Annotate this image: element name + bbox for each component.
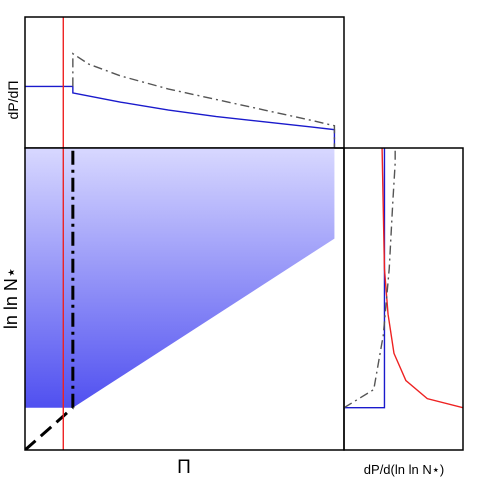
right-xlabel: dP/d(ln ln N⋆)	[364, 462, 444, 477]
right-panel-frame	[343, 147, 464, 451]
right-panel: dP/d(ln ln N⋆)	[343, 147, 464, 477]
top-gray-dash-dot-curve	[72, 52, 336, 148]
main-xlabel: Π	[177, 457, 191, 478]
right-gray-dash-dot-curve	[344, 148, 396, 409]
top-blue-solid-curve	[25, 85, 336, 148]
right-panel-marks	[344, 148, 463, 409]
main-black-long-dash-curve	[25, 406, 74, 450]
top-ylabel: dP/dΠ	[5, 81, 21, 120]
top-panel: dP/dΠ	[5, 16, 345, 149]
main-panel-marks	[25, 148, 335, 450]
main-panel: Π ln ln N⋆	[1, 147, 345, 478]
allowed-region-area	[25, 148, 335, 408]
right-blue-solid-curve	[344, 148, 386, 409]
main-ylabel: ln ln N⋆	[1, 267, 21, 329]
right-red-solid-curve	[381, 148, 463, 409]
top-panel-marks	[25, 17, 336, 148]
